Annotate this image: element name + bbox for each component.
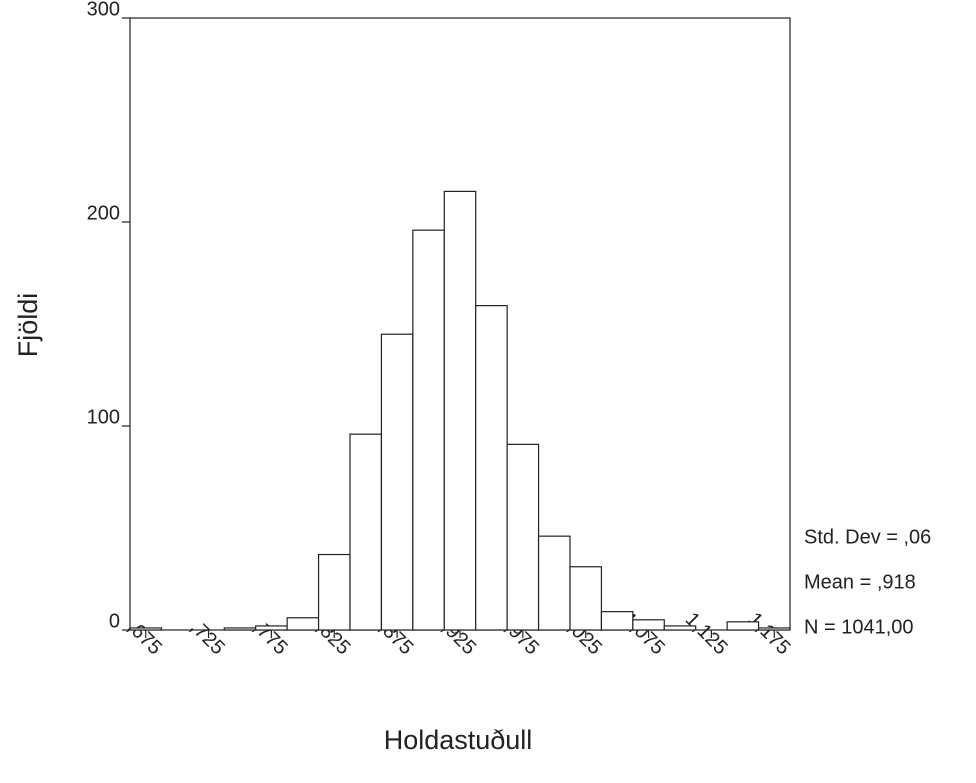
bar: [255, 625, 288, 631]
bar: [412, 229, 445, 631]
x-axis-label: Holdastuðull: [384, 725, 533, 755]
x-tick-label: ,675: [123, 616, 166, 659]
x-tick-label: 1,175: [744, 608, 795, 659]
x-tick-label: 1,125: [681, 608, 732, 659]
stat-annotation: N = 1041,00: [804, 616, 914, 638]
bar: [537, 535, 571, 631]
y-tick-label: 200: [87, 202, 120, 224]
bar: [632, 619, 665, 631]
stat-annotation: Std. Dev = ,06: [804, 526, 931, 548]
bar: [286, 617, 320, 631]
bar: [757, 627, 791, 631]
y-tick-label: 100: [87, 406, 120, 428]
x-tick-label: ,725: [186, 616, 229, 659]
bar: [569, 566, 603, 631]
bar: [600, 611, 634, 631]
bar: [726, 621, 760, 631]
bar: [475, 305, 508, 631]
bar: [506, 443, 540, 631]
bar: [380, 333, 414, 631]
stat-annotation: Mean = ,918: [804, 571, 916, 593]
x-tick-label: ,775: [249, 616, 292, 659]
bar: [317, 553, 351, 631]
bar: [223, 627, 257, 631]
bar: [663, 625, 697, 631]
bar: [129, 627, 163, 631]
y-axis-label: Fjöldi: [13, 293, 43, 358]
y-tick-label: 300: [87, 0, 120, 20]
bar: [443, 190, 477, 631]
y-tick-label: 0: [109, 610, 120, 632]
bar: [349, 433, 383, 631]
